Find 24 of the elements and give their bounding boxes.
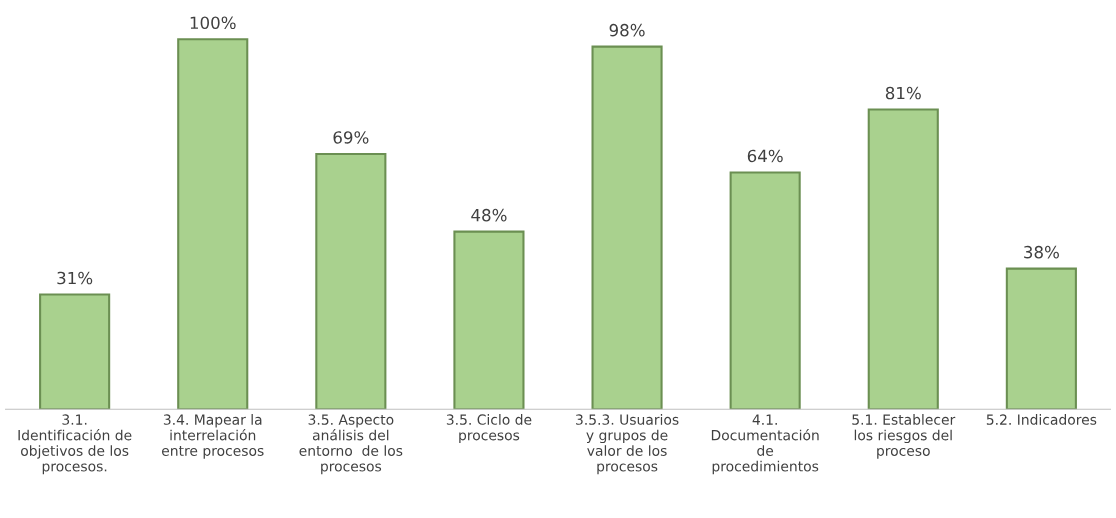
x-tick-label: 4.1. Documentación de procedimientos bbox=[711, 414, 819, 475]
data-label: 100% bbox=[190, 16, 236, 30]
data-label: 98% bbox=[609, 23, 645, 37]
x-tick-label: 3.1. Identificación de objetivos de los procesos. bbox=[18, 414, 132, 475]
x-tick-label: 3.4. Mapear la interrelación entre procesos bbox=[162, 414, 264, 459]
data-label: 64% bbox=[747, 149, 783, 163]
x-tick-label: 3.5. Ciclo de procesos bbox=[446, 414, 532, 444]
data-label: 38% bbox=[1024, 245, 1059, 259]
bar bbox=[177, 38, 249, 410]
data-label: 31% bbox=[57, 271, 93, 285]
bar bbox=[591, 45, 663, 410]
bar bbox=[39, 293, 111, 410]
x-tick-label: 5.2. Indicadores bbox=[986, 414, 1097, 425]
bar bbox=[315, 152, 387, 410]
x-tick-label: 3.5. Aspecto análisis del entorno de los procesos bbox=[299, 414, 403, 475]
x-tick-label: 3.5.3. Usuarios y grupos de valor de los procesos bbox=[576, 414, 679, 475]
data-label: 81% bbox=[885, 86, 921, 100]
bar bbox=[453, 230, 525, 410]
x-tick-label: 5.1. Establecer los riesgos del proceso bbox=[852, 414, 956, 459]
bar bbox=[1005, 267, 1077, 410]
data-label: 48% bbox=[471, 208, 507, 222]
bar bbox=[729, 171, 801, 410]
bar bbox=[867, 108, 939, 410]
data-label: 69% bbox=[333, 131, 369, 144]
